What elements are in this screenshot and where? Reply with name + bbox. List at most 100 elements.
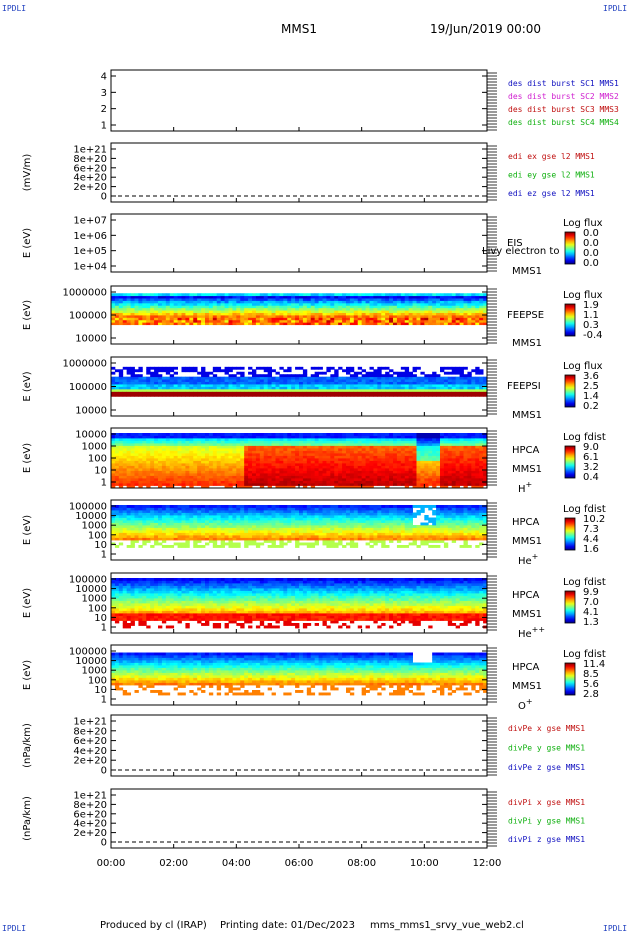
colorbar-tick-label: 10.2 xyxy=(583,514,605,525)
colorbar-tick-label: 3.2 xyxy=(583,462,599,473)
y-tick-label: 1 xyxy=(101,695,107,706)
corner-tag-top-left: IPDLI xyxy=(2,4,27,13)
colorbar-tick-label: 11.4 xyxy=(583,659,605,670)
spacecraft-label: MMS1 xyxy=(512,410,542,421)
y-tick-label: 1e+21 xyxy=(73,791,107,802)
footer-produced: Produced by cl (IRAP) xyxy=(100,920,207,931)
panel-frame xyxy=(110,142,488,203)
colorbar-title: Log flux xyxy=(563,361,603,372)
y-tick-label: 1000 xyxy=(82,594,107,605)
panel-feeps-i xyxy=(110,356,576,417)
spectrogram-hpca-h xyxy=(111,433,488,489)
colorbar-tick-label: 9.0 xyxy=(583,442,599,453)
x-tick-label: 02:00 xyxy=(159,858,188,869)
colorbar-tick-label: 2.5 xyxy=(583,381,599,392)
spacecraft-label: MMS1 xyxy=(512,536,542,547)
corner-tag-bottom-right: IPDLI xyxy=(603,924,628,933)
y-tick-label: 10 xyxy=(94,613,107,624)
colorbar-tick-label: 0.0 xyxy=(583,248,599,259)
y-axis-label: E (eV) xyxy=(22,300,33,330)
legend-entry: edi ex gse l2 MMS1 xyxy=(508,152,595,161)
instrument-label: HPCA xyxy=(512,445,540,456)
y-tick-label: 10000 xyxy=(75,511,107,522)
y-tick-label: 8e+20 xyxy=(73,154,107,165)
corner-tag-bottom-left: IPDLI xyxy=(2,924,27,933)
y-tick-label: 100000 xyxy=(69,647,107,658)
colorbar xyxy=(564,590,576,624)
y-tick-label: 1e+07 xyxy=(73,216,107,227)
y-tick-label: 4e+20 xyxy=(73,746,107,757)
colorbar xyxy=(564,231,576,265)
colorbar xyxy=(564,517,576,551)
colorbar-tick-label: 4.4 xyxy=(583,534,599,545)
y-tick-label: 100 xyxy=(88,675,107,686)
x-tick-label: 12:00 xyxy=(473,858,502,869)
panel-hpca-h xyxy=(110,427,576,489)
spectrogram-hpca-he2 xyxy=(111,578,488,629)
y-tick-label: 4 xyxy=(101,72,107,83)
y-axis-label: E (eV) xyxy=(22,660,33,690)
colorbar-tick-label: 1.9 xyxy=(583,300,599,311)
panel-frame xyxy=(110,714,488,777)
y-tick-label: 3 xyxy=(101,88,107,99)
legend-entry: divPe z gse MMS1 xyxy=(508,763,585,772)
panel-hpca-he2 xyxy=(110,572,576,634)
legend-entry: edi ey gse l2 MMS1 xyxy=(508,171,595,180)
footer-file: mms_mms1_srvy_vue_web2.cl xyxy=(370,920,524,931)
legend-entry: divPi y gse MMS1 xyxy=(508,817,585,826)
colorbar-tick-label: 1.3 xyxy=(583,617,599,628)
panel-frame xyxy=(110,69,488,132)
y-tick-label: 100 xyxy=(88,603,107,614)
legend-entry: des dist burst SC2 MMS2 xyxy=(508,92,619,101)
species-label: O+ xyxy=(518,697,533,712)
y-tick-label: 100000 xyxy=(69,382,107,393)
colorbar-tick-label: 0.0 xyxy=(583,228,599,239)
colorbar-tick-label: 1.6 xyxy=(583,544,599,555)
colorbar-tick-label: 0.0 xyxy=(583,258,599,269)
y-tick-label: 10000 xyxy=(75,430,107,441)
y-axis-label: (nPa/km) xyxy=(22,796,33,841)
panel-feeps-e xyxy=(110,285,576,345)
y-tick-label: 10 xyxy=(94,685,107,696)
panel-eis xyxy=(110,213,576,273)
y-tick-label: 10000 xyxy=(75,656,107,667)
date-title: 19/Jun/2019 00:00 xyxy=(430,22,542,36)
y-tick-label: 1 xyxy=(101,478,107,489)
panel-divpe xyxy=(110,714,497,777)
spectrogram-hpca-he xyxy=(111,505,488,548)
colorbar-tick-label: 0.4 xyxy=(583,472,599,483)
panel-des-dist xyxy=(110,69,497,132)
panel-divpi xyxy=(110,788,497,849)
y-tick-label: 1e+21 xyxy=(73,717,107,728)
y-tick-label: 100000 xyxy=(69,502,107,513)
y-tick-label: 1e+05 xyxy=(73,246,107,257)
colorbar-title: Log flux xyxy=(563,218,603,229)
instrument-label: EIS xyxy=(507,238,523,249)
y-tick-label: 8e+20 xyxy=(73,726,107,737)
colorbar-tick-label: 0.0 xyxy=(583,238,599,249)
colorbar-title: Log flux xyxy=(563,290,603,301)
panel-frame xyxy=(110,788,488,849)
legend-entry: divPe x gse MMS1 xyxy=(508,724,585,733)
y-axis-label: (mV/m) xyxy=(22,154,33,192)
species-label: He+ xyxy=(518,552,538,567)
y-tick-label: 6e+20 xyxy=(73,736,107,747)
y-tick-label: 100000 xyxy=(69,575,107,586)
spacecraft-label: MMS1 xyxy=(512,464,542,475)
y-tick-label: 8e+20 xyxy=(73,800,107,811)
panel-hpca-o xyxy=(110,644,576,706)
y-tick-label: 1000 xyxy=(82,521,107,532)
spectrogram-hpca-o xyxy=(111,652,488,696)
y-tick-label: 1e+21 xyxy=(73,145,107,156)
instrument-label: HPCA xyxy=(512,662,540,673)
colorbar-tick-label: 9.9 xyxy=(583,587,599,598)
colorbar-tick-label: 7.0 xyxy=(583,597,599,608)
y-tick-label: 6e+20 xyxy=(73,163,107,174)
y-tick-label: 10000 xyxy=(75,334,107,345)
y-tick-label: 1000 xyxy=(82,666,107,677)
colorbar-tick-label: 2.8 xyxy=(583,689,599,700)
y-tick-label: 100000 xyxy=(69,311,107,322)
spacecraft-title: MMS1 xyxy=(281,22,317,36)
y-axis-label: (nPa/km) xyxy=(22,723,33,768)
